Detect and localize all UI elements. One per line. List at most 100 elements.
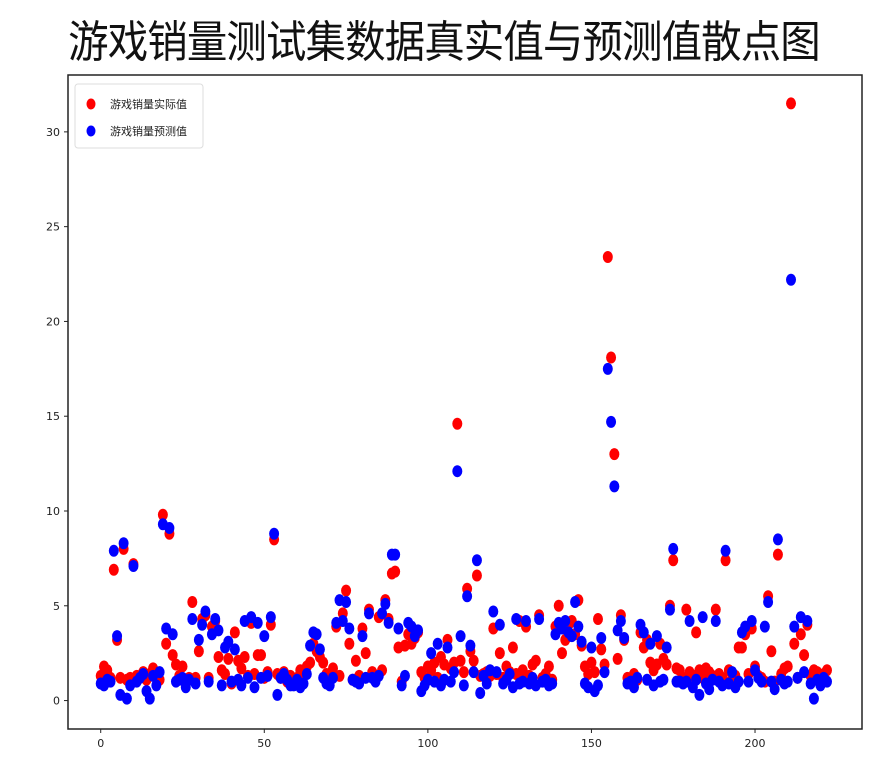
point-predicted (606, 415, 617, 428)
point-predicted (488, 605, 499, 618)
point-predicted (586, 641, 597, 654)
point-predicted (259, 630, 270, 643)
point-predicted (759, 620, 770, 633)
point-predicted (154, 666, 165, 679)
axis-ticks: 0 50 100 150 200 0 5 10 15 20 25 30 (46, 126, 766, 750)
point-actual (494, 647, 505, 660)
point-predicted (462, 590, 473, 603)
point-actual (736, 641, 747, 654)
point-predicted (128, 559, 139, 572)
point-actual (681, 603, 692, 616)
point-predicted (475, 686, 486, 699)
point-predicted (720, 544, 731, 557)
y-tick-label: 0 (53, 695, 60, 708)
x-tick-label: 150 (581, 737, 602, 750)
point-actual (108, 563, 119, 576)
point-actual (602, 250, 613, 263)
point-predicted (494, 618, 505, 631)
point-predicted (658, 673, 669, 686)
point-predicted (566, 630, 577, 643)
y-tick-label: 30 (46, 126, 60, 139)
point-actual (344, 637, 355, 650)
point-predicted (645, 637, 656, 650)
point-actual (766, 645, 777, 658)
point-predicted (327, 671, 338, 684)
point-actual (455, 654, 466, 667)
point-predicted (105, 675, 116, 688)
point-predicted (118, 537, 129, 550)
y-tick-label: 5 (53, 600, 60, 613)
point-actual (609, 448, 620, 461)
point-predicted (808, 692, 819, 705)
point-predicted (602, 362, 613, 375)
point-predicted (458, 679, 469, 692)
point-predicted (691, 673, 702, 686)
x-tick-label: 100 (417, 737, 438, 750)
point-predicted (314, 643, 325, 656)
x-tick-label: 50 (257, 737, 271, 750)
point-predicted (445, 675, 456, 688)
point-predicted (782, 675, 793, 688)
point-predicted (465, 639, 476, 652)
point-predicted (697, 611, 708, 624)
y-tick-label: 10 (46, 505, 60, 518)
point-predicted (727, 666, 738, 679)
point-predicted (210, 613, 221, 626)
point-actual (795, 628, 806, 641)
point-predicted (383, 616, 394, 629)
legend-marker-predicted (86, 125, 96, 137)
point-actual (327, 662, 338, 675)
legend-box (74, 83, 204, 149)
point-actual (612, 652, 623, 665)
point-predicted (756, 675, 767, 688)
point-actual (187, 595, 198, 608)
point-predicted (668, 542, 679, 555)
point-actual (720, 554, 731, 567)
point-predicted (301, 668, 312, 681)
point-predicted (363, 607, 374, 620)
point-predicted (112, 630, 123, 643)
point-predicted (452, 465, 463, 478)
point-actual (360, 647, 371, 660)
point-predicted (560, 614, 571, 627)
point-actual (390, 565, 401, 578)
legend-label-predicted: 游戏销量预测值 (110, 124, 187, 138)
point-actual (661, 658, 672, 671)
point-predicted (413, 624, 424, 637)
point-actual (318, 656, 329, 669)
point-predicted (108, 544, 119, 557)
point-actual (782, 660, 793, 673)
point-predicted (190, 677, 201, 690)
legend-label-actual: 游戏销量实际值 (110, 97, 187, 111)
point-actual (229, 626, 240, 639)
point-predicted (661, 641, 672, 654)
point-predicted (373, 669, 384, 682)
point-predicted (390, 548, 401, 561)
point-predicted (272, 688, 283, 701)
point-predicted (638, 626, 649, 639)
chart-title: 游戏销量测试集数据真实值与预测值散点图 (68, 17, 821, 68)
point-predicted (269, 527, 280, 540)
point-predicted (547, 677, 558, 690)
point-actual (220, 668, 231, 681)
point-predicted (802, 614, 813, 627)
point-predicted (344, 622, 355, 635)
point-actual (553, 599, 564, 612)
point-predicted (576, 635, 587, 648)
point-actual (789, 637, 800, 650)
point-predicted (769, 683, 780, 696)
point-actual (586, 656, 597, 669)
point-predicted (468, 666, 479, 679)
point-predicted (311, 628, 322, 641)
legend-marker-actual (86, 98, 96, 110)
point-predicted (599, 666, 610, 679)
point-actual (236, 662, 247, 675)
point-actual (458, 666, 469, 679)
legend: 游戏销量实际值 游戏销量预测值 (74, 83, 204, 149)
point-predicted (380, 597, 391, 610)
point-actual (543, 660, 554, 673)
point-predicted (298, 677, 309, 690)
point-actual (507, 641, 518, 654)
point-actual (468, 654, 479, 667)
point-predicted (612, 624, 623, 637)
